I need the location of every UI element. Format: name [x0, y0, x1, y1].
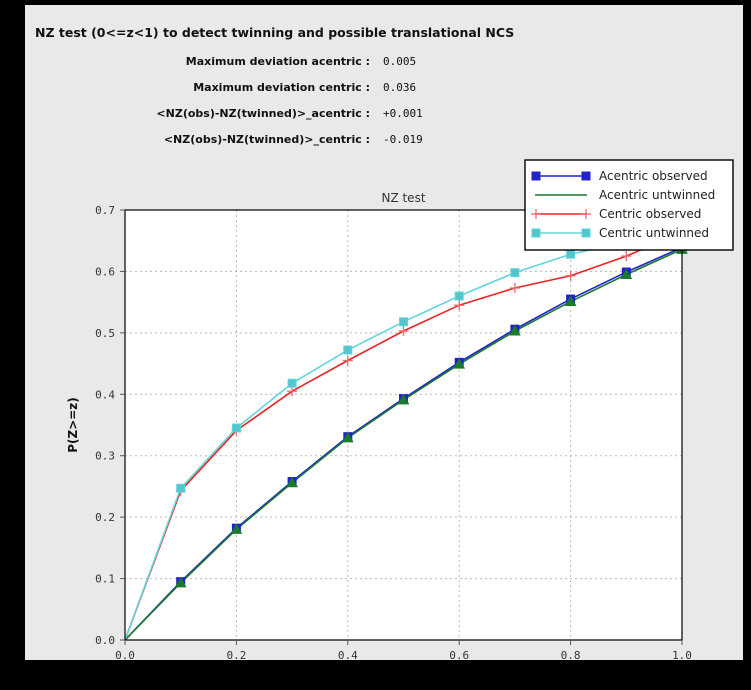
data-point — [453, 358, 466, 369]
plot-background — [125, 210, 682, 640]
y-tick-label: 0.2 — [95, 511, 115, 524]
y-axis-title: P(Z>=z) — [66, 397, 80, 453]
data-point — [176, 483, 186, 493]
data-point — [341, 431, 354, 443]
legend-box — [524, 159, 734, 251]
stat-value: +0.001 — [383, 107, 423, 120]
data-point — [564, 295, 577, 307]
x-tick-label: 0.4 — [338, 649, 358, 660]
legend-marker — [581, 228, 591, 238]
legend-marker — [581, 171, 591, 181]
data-point — [174, 576, 187, 588]
x-tick-label: 0.8 — [561, 649, 581, 660]
stat-label: <NZ(obs)-NZ(twinned)>_centric : — [163, 133, 370, 146]
chart-canvas: 0.0 0.1 0.2 0.3 0.4 0.5 0.6 0.7 0.0 0.2 0.4 0.6 0.8 1… — [66, 159, 734, 660]
data-point — [286, 476, 298, 488]
stat-value: 0.005 — [383, 55, 417, 68]
legend-marker — [531, 228, 541, 238]
data-point — [230, 523, 243, 534]
x-tick-label: 0.0 — [115, 649, 135, 660]
legend-label-2: Centric observed — [599, 207, 701, 221]
data-point — [287, 378, 297, 388]
y-tick-label: 0.3 — [95, 450, 115, 463]
data-point — [397, 393, 410, 405]
legend-label-0: Acentric observed — [599, 169, 708, 183]
y-tick-label: 0.4 — [95, 388, 115, 401]
x-tick-label: 0.2 — [226, 649, 246, 660]
data-point — [509, 324, 521, 336]
stat-value: -0.019 — [383, 133, 423, 146]
legend-marker — [531, 171, 541, 181]
stat-label: Maximum deviation centric : — [193, 81, 370, 94]
legend-label-3: Centric untwinned — [599, 226, 709, 240]
y-tick-label: 0.1 — [95, 573, 115, 586]
y-tick-label: 0.5 — [95, 327, 115, 340]
stat-value: 0.036 — [383, 81, 417, 94]
data-point — [454, 291, 464, 301]
y-tick-label: 0.7 — [95, 204, 115, 217]
data-point — [510, 268, 520, 278]
y-tick-label: 0.6 — [95, 265, 115, 278]
y-tick-label: 0.0 — [95, 634, 115, 647]
data-point — [566, 249, 576, 259]
plot-title: NZ test — [381, 191, 425, 205]
data-point — [620, 268, 633, 279]
legend-label-1: Acentric untwinned — [599, 188, 715, 202]
stat-label: Maximum deviation acentric : — [185, 55, 370, 68]
page-title: NZ test (0<=z<1) to detect twinning and … — [35, 25, 515, 40]
data-point — [231, 423, 241, 433]
x-tick-label: 1.0 — [672, 649, 692, 660]
x-tick-label: 0.6 — [449, 649, 469, 660]
report-panel: NZ test (0<=z<1) to detect twinning and … — [25, 5, 743, 660]
data-point — [343, 345, 353, 355]
data-point — [399, 317, 408, 327]
axis-frame — [124, 209, 683, 641]
nz-test-plot: 0.0 0.1 0.2 0.3 0.4 0.5 0.6 0.7 0.0 0.2 0.4 0.6 0.8 1… — [25, 155, 743, 660]
stat-label: <NZ(obs)-NZ(twinned)>_acentric : — [156, 107, 370, 120]
